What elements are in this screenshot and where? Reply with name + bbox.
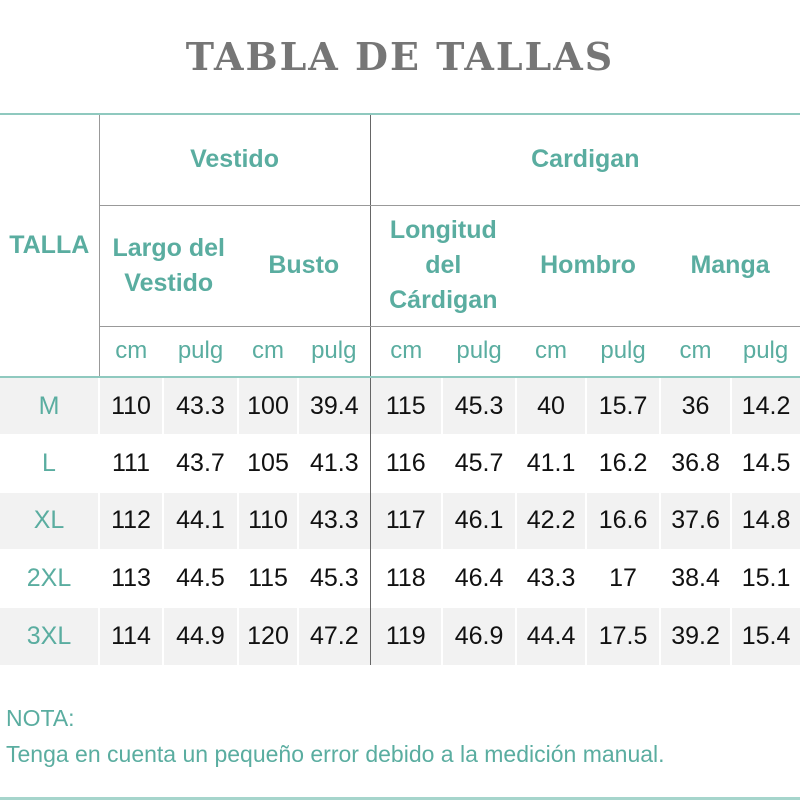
- table-row: 3XL 114 44.9 120 47.2 119 46.9 44.4 17.5 39.2 15.4: [0, 606, 800, 665]
- value-cell: 119: [369, 606, 443, 665]
- unit-header: cm: [369, 326, 443, 378]
- value-cell: 100: [237, 376, 298, 435]
- unit-header: cm: [238, 326, 298, 378]
- page-title: TABLA DE TALLAS: [0, 0, 800, 115]
- value-cell: 41.3: [296, 434, 371, 493]
- value-cell: 43.3: [296, 491, 371, 550]
- unit-header: pulg: [163, 326, 238, 378]
- value-cell: 39.2: [659, 606, 732, 665]
- value-cell: 114: [98, 606, 163, 665]
- value-cell: 37.6: [659, 491, 732, 550]
- table-row: M 110 43.3 100 39.4 115 45.3 40 15.7 36 14.2: [0, 376, 800, 435]
- measure-header: Busto: [238, 205, 371, 327]
- value-cell: 44.5: [162, 549, 238, 608]
- value-cell: 115: [237, 549, 298, 608]
- value-cell: 44.1: [162, 491, 238, 550]
- value-cell: 45.3: [441, 376, 517, 435]
- note: NOTA: Tenga en cuenta un pequeño error d…: [6, 700, 665, 772]
- size-cell: M: [0, 376, 99, 435]
- units-row: cm pulg cm pulg cm pulg cm pulg cm pulg: [0, 326, 800, 378]
- value-cell: 14.5: [730, 434, 800, 493]
- note-label: NOTA:: [6, 705, 75, 731]
- value-cell: 16.6: [585, 491, 661, 550]
- value-cell: 110: [98, 376, 163, 435]
- value-cell: 46.4: [441, 549, 517, 608]
- value-cell: 15.7: [585, 376, 661, 435]
- value-cell: 36.8: [659, 434, 732, 493]
- measure-header: Manga: [660, 205, 800, 327]
- value-cell: 105: [237, 434, 298, 493]
- value-cell: 41.1: [515, 434, 587, 493]
- unit-header: pulg: [442, 326, 517, 378]
- value-cell: 43.3: [162, 376, 238, 435]
- bottom-divider: [0, 797, 800, 800]
- value-cell: 39.4: [296, 376, 371, 435]
- value-cell: 45.3: [296, 549, 371, 608]
- value-cell: 15.4: [730, 606, 800, 665]
- unit-header: pulg: [298, 326, 371, 378]
- note-text: Tenga en cuenta un pequeño error debido …: [6, 741, 665, 767]
- value-cell: 120: [237, 606, 298, 665]
- measure-header: Longitud del Cárdigan: [369, 205, 517, 327]
- size-cell: L: [0, 434, 99, 493]
- group-header-vestido: Vestido: [98, 115, 371, 206]
- group-header-cardigan: Cardigan: [369, 115, 800, 206]
- value-cell: 14.2: [730, 376, 800, 435]
- value-cell: 46.1: [441, 491, 517, 550]
- measure-header: Hombro: [516, 205, 661, 327]
- value-cell: 16.2: [585, 434, 661, 493]
- value-cell: 43.3: [515, 549, 587, 608]
- value-cell: 44.9: [162, 606, 238, 665]
- value-cell: 110: [237, 491, 298, 550]
- table-row: 2XL 113 44.5 115 45.3 118 46.4 43.3 17 38.4 15.1: [0, 549, 800, 608]
- value-cell: 17: [585, 549, 661, 608]
- value-cell: 15.1: [730, 549, 800, 608]
- unit-header: cm: [516, 326, 587, 378]
- unit-header: cm: [660, 326, 732, 378]
- value-cell: 46.9: [441, 606, 517, 665]
- size-chart-table: TALLA Vestido Cardigan Largo del Vestido…: [0, 115, 800, 665]
- value-cell: 43.7: [162, 434, 238, 493]
- size-cell: 2XL: [0, 549, 99, 608]
- value-cell: 111: [98, 434, 163, 493]
- table-row: L 111 43.7 105 41.3 116 45.7 41.1 16.2 36.8 14.5: [0, 434, 800, 493]
- value-cell: 14.8: [730, 491, 800, 550]
- value-cell: 113: [98, 549, 163, 608]
- value-cell: 115: [369, 376, 443, 435]
- unit-header: pulg: [586, 326, 661, 378]
- value-cell: 112: [98, 491, 163, 550]
- value-cell: 47.2: [296, 606, 371, 665]
- value-cell: 44.4: [515, 606, 587, 665]
- size-cell: XL: [0, 491, 99, 550]
- value-cell: 116: [369, 434, 443, 493]
- measure-header: Largo del Vestido: [98, 205, 238, 327]
- value-cell: 42.2: [515, 491, 587, 550]
- value-cell: 45.7: [441, 434, 517, 493]
- value-cell: 36: [659, 376, 732, 435]
- value-cell: 118: [369, 549, 443, 608]
- value-cell: 117: [369, 491, 443, 550]
- value-cell: 38.4: [659, 549, 732, 608]
- unit-header: pulg: [731, 326, 800, 378]
- value-cell: 17.5: [585, 606, 661, 665]
- unit-header: cm: [98, 326, 163, 378]
- value-cell: 40: [515, 376, 587, 435]
- size-header: TALLA: [0, 115, 99, 378]
- table-row: XL 112 44.1 110 43.3 117 46.1 42.2 16.6 37.6 14.8: [0, 491, 800, 550]
- size-cell: 3XL: [0, 606, 99, 665]
